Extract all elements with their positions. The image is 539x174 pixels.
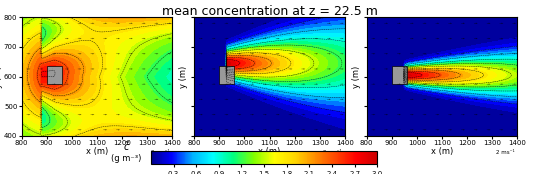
Text: 2 ms⁻¹: 2 ms⁻¹ (150, 150, 169, 155)
Bar (47, 66, 62, 84)
Y-axis label: y (m): y (m) (179, 65, 189, 88)
Text: 2 ms⁻¹: 2 ms⁻¹ (323, 150, 342, 155)
X-axis label: x (m): x (m) (86, 147, 108, 156)
X-axis label: x (m): x (m) (258, 147, 281, 156)
X-axis label: x (m): x (m) (431, 147, 453, 156)
Text: 2 ms⁻¹: 2 ms⁻¹ (495, 150, 514, 155)
Text: c̃: c̃ (124, 142, 129, 152)
Y-axis label: y (m): y (m) (352, 65, 361, 88)
Bar (219, 66, 234, 84)
Text: (g m⁻³): (g m⁻³) (112, 154, 142, 163)
Y-axis label: y (m): y (m) (0, 65, 3, 88)
Text: mean concentration at z = 22.5 m: mean concentration at z = 22.5 m (162, 5, 377, 18)
Bar (392, 66, 407, 84)
